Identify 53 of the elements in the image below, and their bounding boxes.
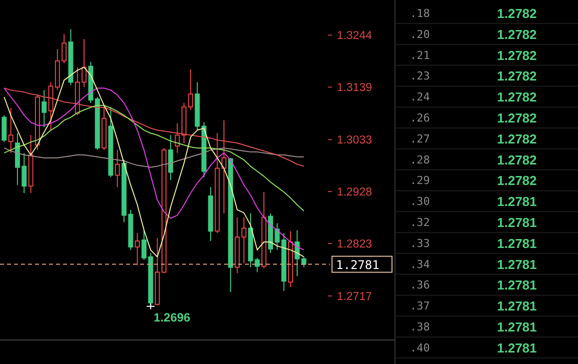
category-label: .23	[410, 70, 430, 83]
y-tick-label: 1.3033	[336, 134, 372, 147]
category-label: .21	[410, 48, 430, 62]
category-label: .29	[410, 174, 430, 188]
data-label: 1.2782	[497, 131, 537, 146]
category-label: .38	[410, 320, 430, 334]
candlestick	[168, 134, 174, 181]
category-label: .28	[410, 153, 430, 166]
category-label: .36	[410, 278, 430, 292]
data-label: 1.2782	[497, 152, 537, 168]
data-label: 1.2781	[497, 320, 537, 334]
category-label: .24	[410, 90, 430, 104]
candlestick	[42, 90, 47, 128]
candlestick	[241, 216, 246, 264]
candlestick	[134, 232, 140, 266]
y-tick-label: 1.2823	[336, 238, 372, 250]
y-tick-label: 1.2717	[336, 290, 372, 303]
candlestick	[288, 230, 294, 288]
candlestick	[28, 134, 34, 194]
data-label: 1.2782	[497, 48, 537, 63]
data-label: 1.2781	[497, 194, 537, 210]
category-label: .20	[410, 28, 430, 41]
category-label: .30	[410, 195, 430, 208]
annotation: 1.2696	[154, 310, 191, 324]
category-label: .32	[410, 216, 430, 229]
data-label: 1.2781	[497, 298, 537, 314]
data-label: 1.2782	[497, 26, 537, 42]
ref-line-label: 1.2781	[336, 258, 380, 272]
line-series	[4, 104, 304, 212]
y-tick-label: 1.2928	[336, 186, 372, 199]
candlestick	[114, 149, 120, 188]
category-label: .40	[410, 341, 430, 354]
data-label: 1.2781	[497, 215, 537, 230]
candlestick	[8, 107, 14, 154]
data-label: 1.2782	[497, 110, 537, 126]
candlestick	[208, 186, 214, 242]
data-label: 1.2782	[497, 173, 537, 188]
category-label: .27	[410, 132, 430, 146]
y-tick-label: 1.3244	[336, 30, 373, 42]
data-label: 1.2781	[497, 278, 537, 293]
data-label: 1.2781	[497, 236, 537, 251]
candlestick	[234, 216, 240, 274]
category-label: .37	[410, 300, 430, 313]
category-label: .26	[410, 112, 430, 124]
category-label: .18	[410, 7, 430, 20]
category-label: .34	[410, 258, 430, 271]
data-label: 1.2781	[497, 340, 537, 356]
data-label: 1.2782	[497, 68, 537, 84]
data-label: 1.2782	[497, 6, 537, 21]
y-tick-label: 1.3139	[336, 82, 372, 94]
data-label: 1.2781	[497, 256, 537, 272]
data-label: 1.2782	[497, 90, 537, 105]
category-label: .33	[410, 236, 430, 250]
